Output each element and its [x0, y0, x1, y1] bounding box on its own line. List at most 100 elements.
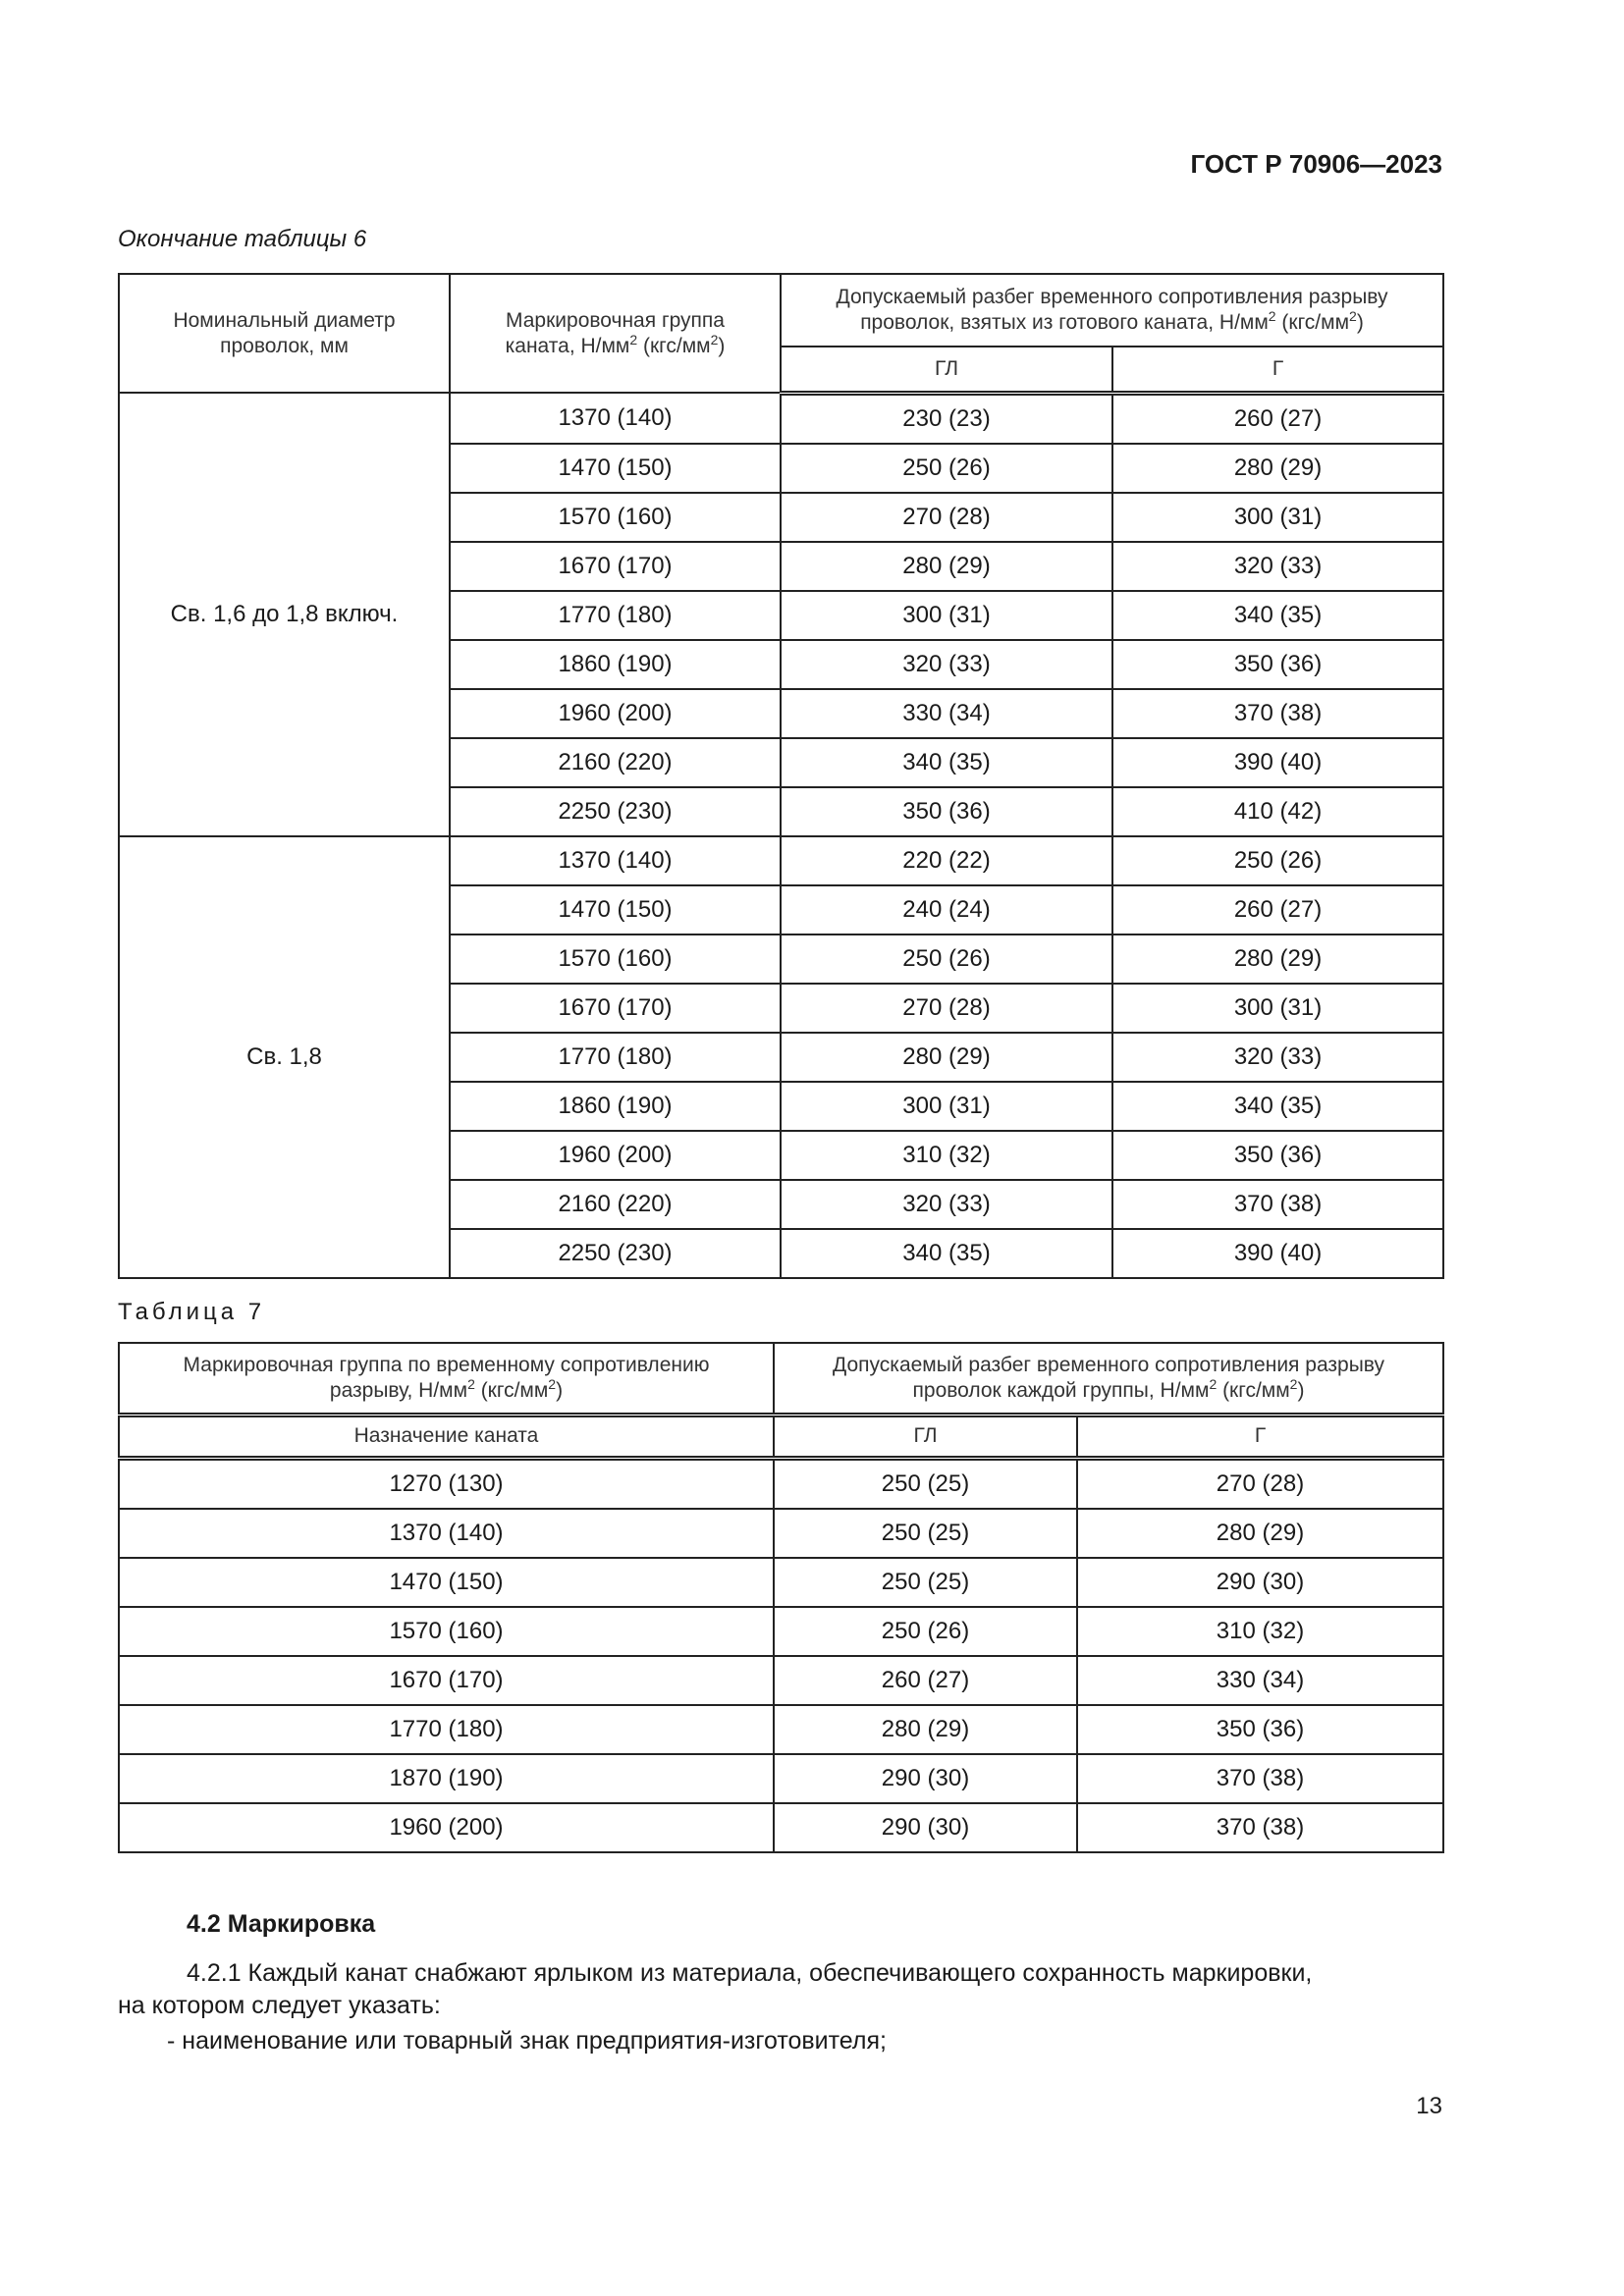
gl-cell: 250 (25) [773, 1457, 1078, 1510]
header-diameter: Номинальный диаметр проволок, мм [118, 273, 451, 394]
marking-group-cell: 1670 (170) [118, 1654, 775, 1706]
table-7: Маркировочная группа по временному сопро… [118, 1342, 1444, 1853]
g-cell: 340 (35) [1110, 589, 1445, 641]
diameter-cell: Св. 1,6 до 1,8 включ. [118, 392, 451, 837]
marking-group-cell: 2250 (230) [449, 1227, 782, 1279]
gl-cell: 320 (33) [780, 1178, 1113, 1230]
marking-group-cell: 1870 (190) [118, 1752, 775, 1804]
marking-group-cell: 2250 (230) [449, 785, 782, 837]
table-row: 1960 (200) 330 (34) 370 (38) [119, 687, 1445, 739]
table-row: 1670 (170) 280 (29) 320 (33) [119, 540, 1445, 592]
gl-cell: 250 (25) [773, 1556, 1078, 1608]
page-number: 13 [1416, 2093, 1442, 2119]
table-row: 1960 (200) 310 (32) 350 (36) [119, 1129, 1445, 1181]
marking-group-cell: 1370 (140) [118, 1507, 775, 1559]
g-cell: 290 (30) [1076, 1556, 1444, 1608]
list-item: - наименование или товарный знак предпри… [167, 2027, 887, 2055]
gl-cell: 250 (26) [780, 442, 1113, 494]
table-row: 1860 (190) 300 (31) 340 (35) [119, 1080, 1445, 1132]
header-g: Г [1110, 346, 1445, 396]
marking-group-cell: 1770 (180) [449, 589, 782, 641]
marking-group-cell: 1470 (150) [449, 883, 782, 935]
marking-group-cell: 1470 (150) [118, 1556, 775, 1608]
marking-group-cell: 1860 (190) [449, 1080, 782, 1132]
table-row: 1860 (190) 320 (33) 350 (36) [119, 638, 1445, 690]
gl-cell: 250 (26) [780, 933, 1113, 985]
gl-cell: 250 (25) [773, 1507, 1078, 1559]
g-cell: 370 (38) [1076, 1801, 1444, 1853]
gl-cell: 230 (23) [780, 392, 1113, 445]
table-6: Номинальный диаметр проволок, мм Маркиро… [118, 273, 1445, 1279]
gl-cell: 290 (30) [773, 1801, 1078, 1853]
marking-group-cell: 2160 (220) [449, 1178, 782, 1230]
gl-cell: 290 (30) [773, 1752, 1078, 1804]
gl-cell: 260 (27) [773, 1654, 1078, 1706]
table-row: 2250 (230) 340 (35) 390 (40) [119, 1227, 1445, 1279]
header-g: Г [1076, 1414, 1444, 1461]
marking-group-cell: 1570 (160) [449, 491, 782, 543]
g-cell: 260 (27) [1110, 883, 1445, 935]
header-allowed-spread: Допускаемый разбег временного сопротивле… [779, 273, 1445, 347]
g-cell: 340 (35) [1110, 1080, 1445, 1132]
section-heading: 4.2 Маркировка [187, 1910, 376, 1938]
marking-group-cell: 1770 (180) [118, 1703, 775, 1755]
diameter-cell: Св. 1,8 [118, 834, 451, 1279]
marking-group-cell: 1960 (200) [449, 687, 782, 739]
g-cell: 410 (42) [1110, 785, 1445, 837]
marking-group-cell: 1270 (130) [118, 1457, 775, 1510]
gl-cell: 270 (28) [780, 491, 1113, 543]
table-row: 2250 (230) 350 (36) 410 (42) [119, 785, 1445, 837]
table7-caption: Таблица 7 [118, 1299, 266, 1325]
gl-cell: 280 (29) [780, 1031, 1113, 1083]
marking-group-cell: 1570 (160) [118, 1605, 775, 1657]
gl-cell: 270 (28) [780, 982, 1113, 1034]
gl-cell: 280 (29) [773, 1703, 1078, 1755]
g-cell: 350 (36) [1110, 1129, 1445, 1181]
header-allowed-spread: Допускаемый разбег временного сопротивле… [773, 1342, 1444, 1417]
table6-caption: Окончание таблицы 6 [118, 226, 367, 252]
marking-group-cell: 1960 (200) [449, 1129, 782, 1181]
table-row: 1570 (160) 250 (26) 310 (32) [118, 1605, 1444, 1657]
g-cell: 280 (29) [1076, 1507, 1444, 1559]
gl-cell: 350 (36) [780, 785, 1113, 837]
marking-group-cell: 1960 (200) [118, 1801, 775, 1853]
header-marking-group: Маркировочная группа по временному сопро… [118, 1342, 775, 1417]
header-gl: ГЛ [773, 1414, 1078, 1461]
g-cell: 280 (29) [1110, 442, 1445, 494]
gl-cell: 340 (35) [780, 1227, 1113, 1279]
gl-cell: 300 (31) [780, 1080, 1113, 1132]
table-row: Св. 1,8 1370 (140) 220 (22) 250 (26) [118, 834, 1445, 1279]
table-row: 1670 (170) 270 (28) 300 (31) [119, 982, 1445, 1034]
marking-group-cell: 1670 (170) [449, 540, 782, 592]
document-code: ГОСТ Р 70906—2023 [1190, 149, 1442, 179]
table-row: Св. 1,6 до 1,8 включ. 1370 (140) 230 (23) 2… [118, 392, 1445, 837]
table-row: 1470 (150) 240 (24) 260 (27) [119, 883, 1445, 935]
table-row: 1270 (130) 250 (25) 270 (28) [118, 1457, 1444, 1510]
table-row: 2160 (220) 320 (33) 370 (38) [119, 1178, 1445, 1230]
g-cell: 250 (26) [1110, 834, 1445, 886]
g-cell: 390 (40) [1110, 1227, 1445, 1279]
table-row: 1570 (160) 250 (26) 280 (29) [119, 933, 1445, 985]
marking-group-cell: 1370 (140) [449, 392, 782, 445]
gl-cell: 280 (29) [780, 540, 1113, 592]
g-cell: 330 (34) [1076, 1654, 1444, 1706]
gl-cell: 320 (33) [780, 638, 1113, 690]
marking-group-cell: 1470 (150) [449, 442, 782, 494]
gl-cell: 310 (32) [780, 1129, 1113, 1181]
paragraph: на котором следует указать: [118, 1992, 441, 2019]
marking-group-cell: 1770 (180) [449, 1031, 782, 1083]
table-row: 1770 (180) 300 (31) 340 (35) [119, 589, 1445, 641]
table-row: 1870 (190) 290 (30) 370 (38) [118, 1752, 1444, 1804]
gl-cell: 240 (24) [780, 883, 1113, 935]
g-cell: 350 (36) [1076, 1703, 1444, 1755]
header-gl: ГЛ [780, 346, 1113, 396]
g-cell: 370 (38) [1110, 1178, 1445, 1230]
marking-group-cell: 1860 (190) [449, 638, 782, 690]
g-cell: 270 (28) [1076, 1457, 1444, 1510]
gl-cell: 300 (31) [780, 589, 1113, 641]
g-cell: 370 (38) [1076, 1752, 1444, 1804]
g-cell: 320 (33) [1110, 1031, 1445, 1083]
marking-group-cell: 1570 (160) [449, 933, 782, 985]
marking-group-cell: 2160 (220) [449, 736, 782, 788]
g-cell: 320 (33) [1110, 540, 1445, 592]
